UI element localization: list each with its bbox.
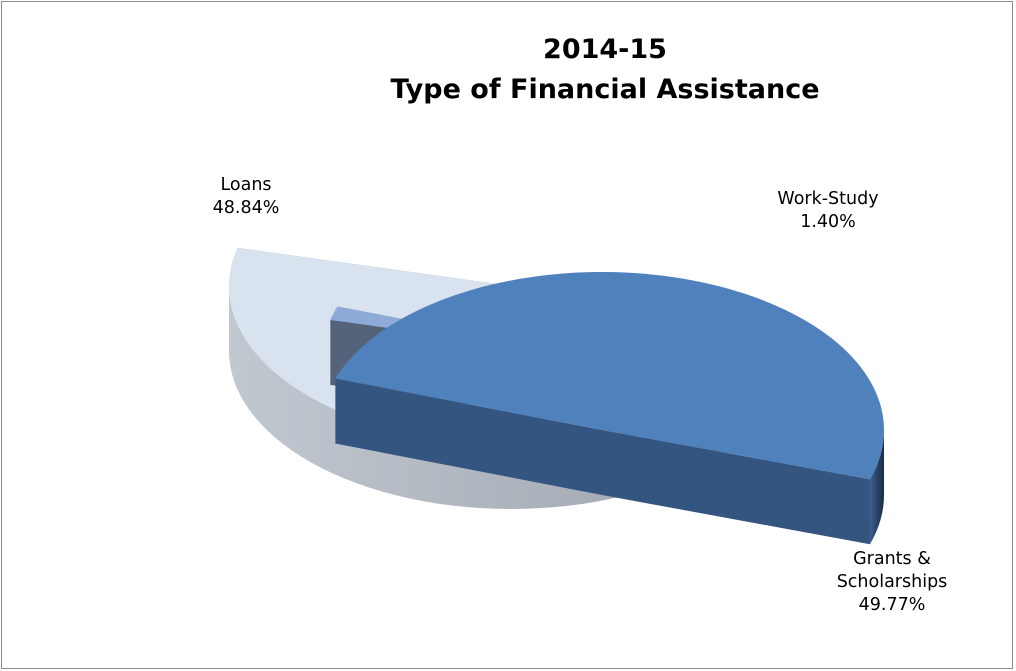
chart-title: 2014-15 Type of Financial Assistance <box>390 34 819 105</box>
pie-slices <box>229 247 884 545</box>
data-label-line: 1.40% <box>800 212 856 232</box>
chart-title-line-2: Type of Financial Assistance <box>390 74 819 105</box>
data-label-line: Grants & <box>853 549 931 569</box>
data-label-line: 48.84% <box>213 198 280 218</box>
slice-side <box>869 430 884 545</box>
chart-title-line-1: 2014-15 <box>543 34 667 65</box>
slice-grants-scholarships <box>335 272 884 545</box>
slice-wall-2 <box>602 430 870 545</box>
slice-top <box>335 272 884 480</box>
data-label-work-study: Work-Study 1.40% <box>777 189 878 232</box>
data-label-line: Loans <box>220 175 271 195</box>
slice-wall-1 <box>335 378 602 495</box>
data-label-grants-scholarships: Grants & Scholarships 49.77% <box>837 549 948 615</box>
data-labels: Grants & Scholarships 49.77% Loans 48.84% Wor… <box>213 175 948 615</box>
data-label-line: 49.77% <box>859 595 926 615</box>
data-label-line: Scholarships <box>837 572 948 592</box>
data-label-line: Work-Study <box>777 189 878 209</box>
data-label-loans: Loans 48.84% <box>213 175 280 218</box>
